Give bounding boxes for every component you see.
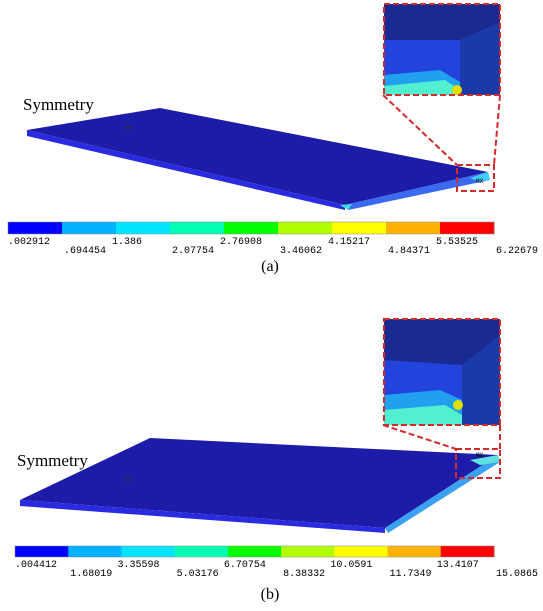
- legend-swatch: [441, 546, 495, 557]
- legend-value: 2.07754: [172, 246, 214, 257]
- legend-swatch: [281, 546, 335, 557]
- caption: (b): [261, 586, 280, 603]
- legend-value: 6.22679: [496, 246, 538, 257]
- legend-value: 3.35598: [117, 560, 159, 571]
- legend-swatch: [170, 222, 225, 234]
- legend-value: 4.15217: [328, 237, 370, 248]
- legend-swatch: [62, 222, 117, 234]
- legend-swatch: [116, 222, 171, 234]
- legend-value: 2.76908: [220, 237, 262, 248]
- legend-value: 5.53525: [436, 237, 478, 248]
- legend-swatch: [68, 546, 122, 557]
- legend-swatch: [15, 546, 69, 557]
- legend-value: 15.0865: [496, 569, 538, 580]
- max-marker: MX: [476, 178, 484, 185]
- figure: Symmetry MX MN .002912 .694454 1.386 2.07754 2.…: [0, 0, 543, 611]
- legend-value: 11.7349: [390, 569, 432, 580]
- max-marker: MX: [476, 452, 484, 459]
- legend-swatch: [332, 222, 387, 234]
- legend-value: 8.38332: [283, 569, 325, 580]
- legend-value: .002912: [8, 237, 50, 248]
- panel-a-model: [27, 4, 500, 210]
- legend-value: 1.386: [112, 237, 142, 248]
- legend-value: 1.68019: [70, 569, 112, 580]
- min-marker: MN: [125, 477, 133, 484]
- symmetry-label: Symmetry: [23, 95, 94, 114]
- legend-swatch: [121, 546, 175, 557]
- symmetry-label: Symmetry: [17, 451, 88, 470]
- legend-value: 13.4107: [437, 560, 479, 571]
- legend-value: 3.46062: [280, 246, 322, 257]
- legend-swatch: [278, 222, 333, 234]
- legend-value: .694454: [64, 246, 106, 257]
- legend-value: 6.70754: [224, 560, 266, 571]
- legend-value: 10.0591: [330, 560, 372, 571]
- min-marker: MN: [125, 125, 133, 132]
- legend-value: 5.03176: [177, 569, 219, 580]
- legend-value: .004412: [15, 560, 57, 571]
- legend-swatch: [8, 222, 63, 234]
- legend-swatch: [228, 546, 282, 557]
- legend-swatch: [224, 222, 279, 234]
- legend-swatch: [440, 222, 495, 234]
- legend-value: 4.84371: [388, 246, 430, 257]
- legend-swatch: [386, 222, 441, 234]
- panel-b-model: [20, 319, 500, 533]
- legend-swatch: [388, 546, 442, 557]
- legend-swatch: [334, 546, 388, 557]
- caption: (a): [261, 258, 279, 275]
- legend-swatch: [175, 546, 229, 557]
